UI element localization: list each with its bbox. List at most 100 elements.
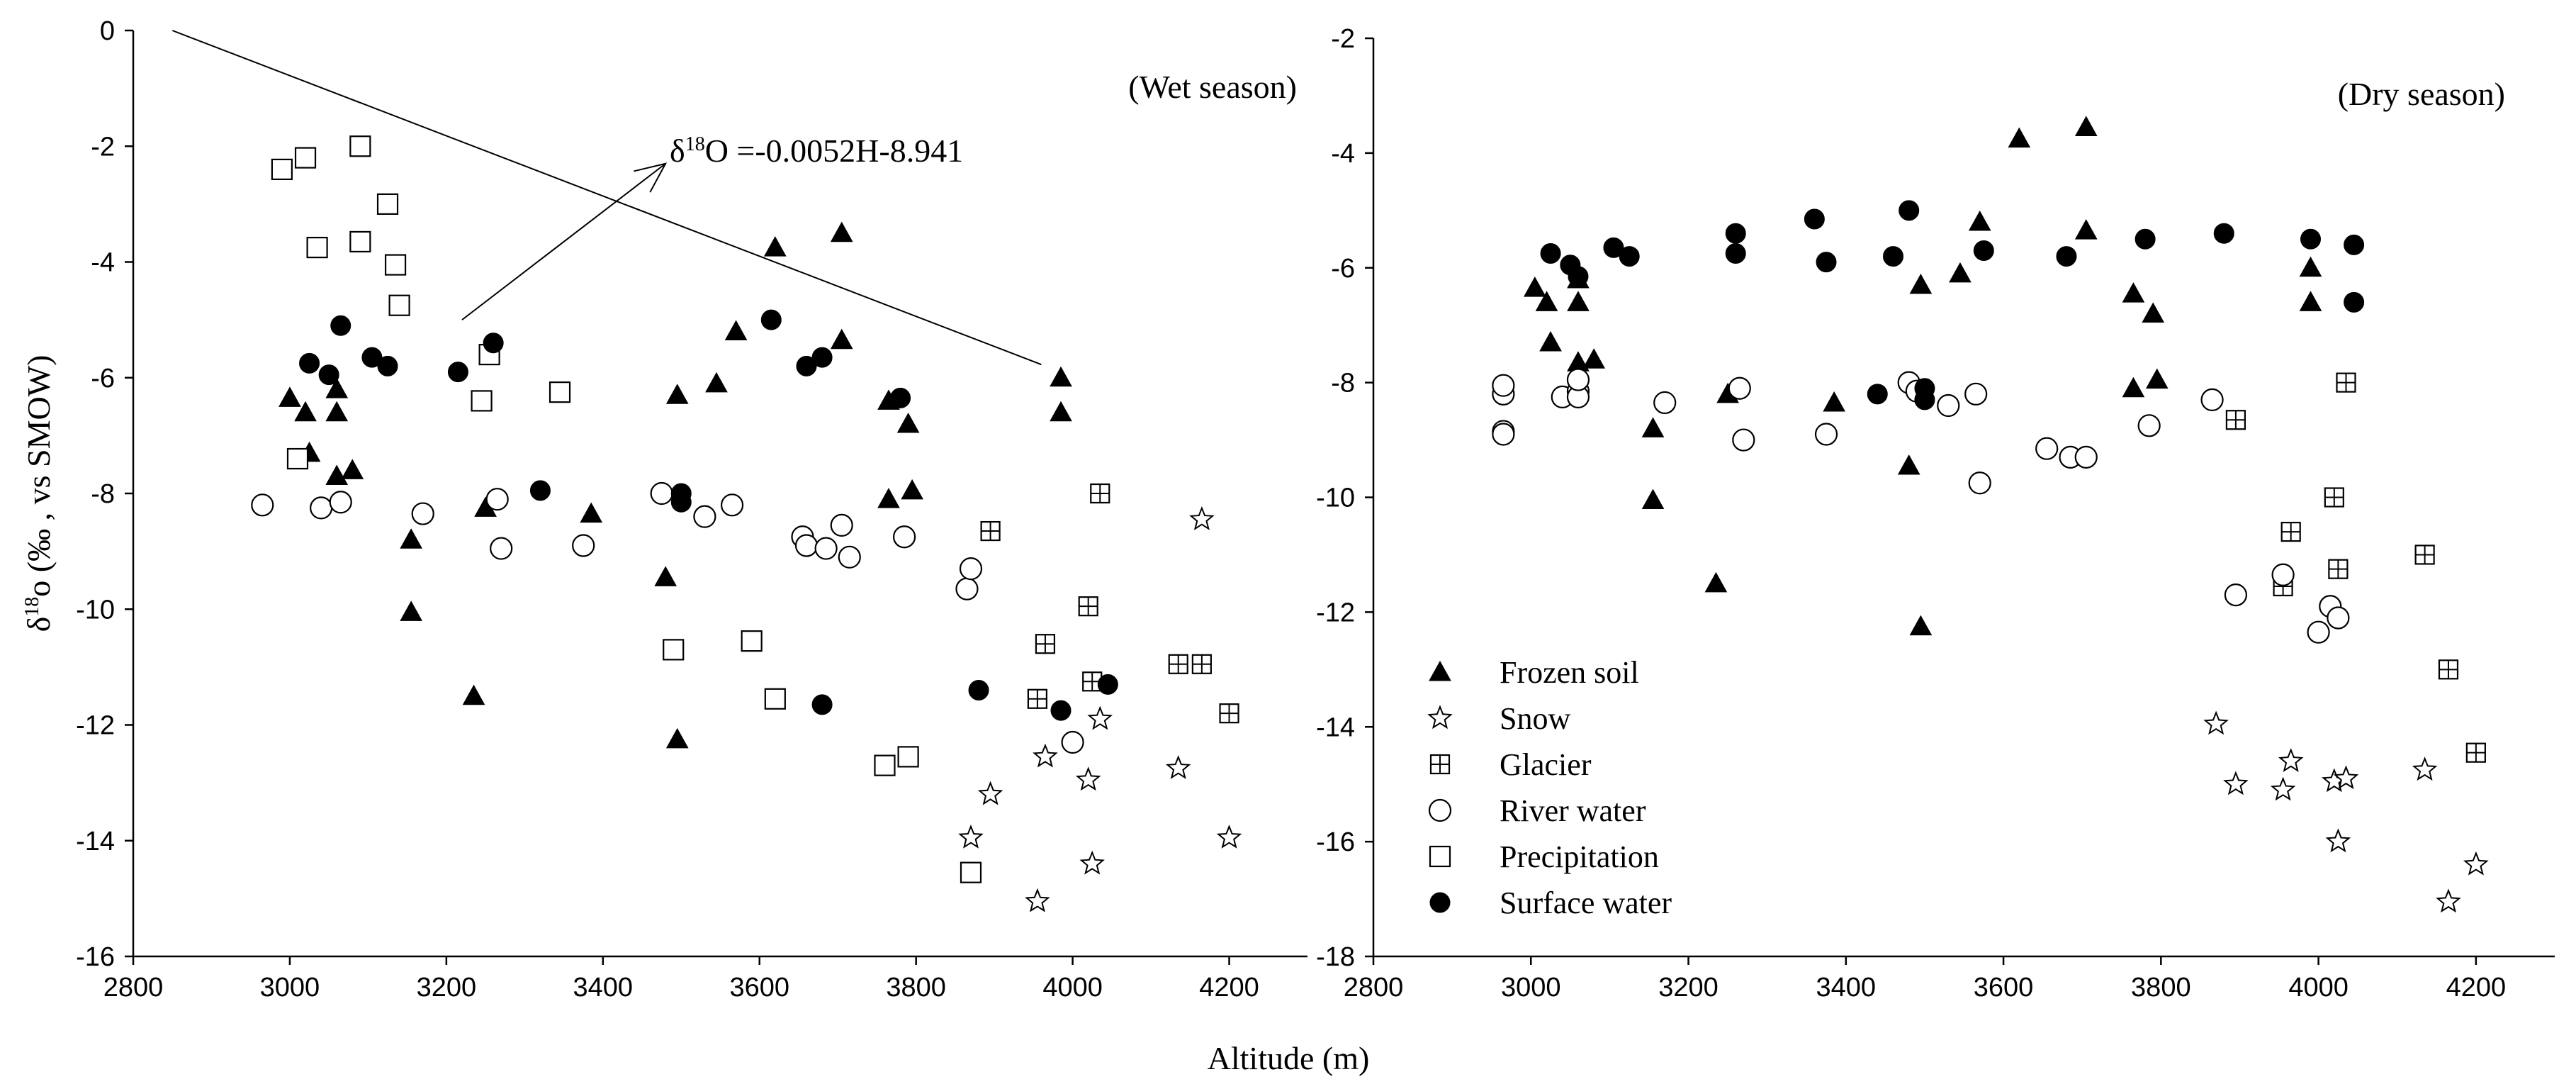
surface-water-point (811, 694, 833, 715)
snow-point (2325, 828, 2351, 853)
frozen-soil-point (830, 328, 853, 350)
glacier-point (1219, 703, 1239, 724)
x-tick-label: 3400 (1816, 973, 1877, 1003)
surface-water-point (1603, 237, 1624, 258)
snow-point (1075, 766, 1101, 791)
legend-glacier-label: Glacier (1500, 747, 1592, 782)
y-tick-label: -12 (76, 711, 115, 741)
river-water-point (794, 534, 819, 557)
snow-point (2223, 771, 2249, 795)
y-tick-label: -2 (1331, 24, 1355, 54)
x-tick-label: 3600 (1974, 973, 2034, 1003)
legend-frozen-soil-label: Frozen soil (1500, 655, 1639, 690)
frozen-soil-point (2122, 282, 2145, 303)
frozen-soil-point (1567, 291, 1590, 311)
glacier-point (1168, 654, 1188, 674)
surface-water-point (1973, 240, 1994, 261)
river-water-point (1732, 428, 1755, 452)
y-tick-label: -18 (1316, 942, 1355, 972)
frozen-soil-point (1823, 391, 1845, 412)
precipitation-point (549, 381, 571, 403)
frozen-soil-point (665, 727, 689, 749)
precipitation-point (376, 193, 399, 215)
regression-line-group (171, 30, 1042, 366)
frozen-soil-point (877, 488, 900, 508)
y-tick-label: 0 (100, 16, 115, 46)
river-water-point (485, 488, 509, 511)
surface-water-point (760, 309, 782, 330)
precipitation-point (471, 390, 493, 412)
surface-water-point (796, 355, 817, 376)
snow-point (2270, 776, 2296, 801)
dry-season-label: (Dry season) (2338, 76, 2505, 112)
surface-water-point (1816, 252, 1837, 273)
river-water-point (2307, 620, 2330, 644)
frozen-soil-point (1535, 291, 1558, 311)
arrow-shaft (461, 162, 666, 320)
surface-water-point (811, 347, 833, 368)
precipitation-point (897, 746, 919, 768)
frozen-soil-point (1582, 348, 1606, 369)
surface-water-point (447, 362, 468, 383)
surface-water-point (1867, 384, 1888, 405)
frozen-soil-point (1641, 417, 1665, 437)
frozen-soil-point (2122, 376, 2145, 398)
snow-point (1216, 824, 1242, 849)
precipitation-point (271, 158, 293, 180)
river-water-point (2271, 563, 2295, 586)
surface-water-point (1882, 246, 1903, 267)
frozen-soil-point (462, 684, 485, 705)
surface-water-point (1050, 700, 1072, 721)
snow-point (1087, 705, 1113, 730)
frozen-soil-point (400, 528, 423, 549)
river-water-point (1937, 393, 1960, 418)
river-water-point (1566, 368, 1590, 391)
x-tick-label: 2800 (1344, 973, 1404, 1003)
glacier-point (1035, 634, 1056, 654)
y-tick-label: -16 (1316, 827, 1355, 857)
x-tick-label: 3400 (573, 973, 634, 1003)
precipitation-point (306, 236, 328, 259)
river-water-point (1964, 382, 1988, 406)
river-water-point (2074, 445, 2098, 469)
left-y-axis-title: δ18o (‰ , vs SMOW) (21, 355, 57, 632)
legend-precipitation-marker (1429, 845, 1451, 868)
surface-water-point (1914, 389, 1935, 411)
surface-water-point (361, 347, 383, 368)
ylabel-delta: δ (21, 617, 57, 632)
y-tick-label: -10 (1316, 484, 1355, 513)
snow-point (2278, 748, 2304, 772)
glacier-point (1191, 654, 1212, 674)
frozen-soil-point (2299, 291, 2322, 311)
frozen-soil-point (896, 413, 920, 433)
legend-surface-water-marker (1429, 892, 1451, 913)
x-tick-label: 2800 (103, 973, 164, 1003)
x-tick-label: 3200 (1658, 973, 1719, 1003)
glacier-point (2438, 659, 2459, 680)
glacier-point (2324, 487, 2344, 508)
frozen-soil-point (2299, 256, 2322, 277)
frozen-soil-point (341, 459, 364, 479)
regression-equation: δ18O =-0.0052H-8.941 (670, 133, 963, 169)
glacier-point (2336, 372, 2356, 393)
wet-season-label: (Wet season) (1128, 69, 1297, 105)
river-water-point (251, 493, 274, 517)
equation-delta: δ (670, 133, 685, 169)
snow-point (1165, 754, 1191, 779)
river-water-point (2137, 414, 2161, 437)
equation-rest: O =-0.0052H-8.941 (705, 133, 964, 169)
glacier-point (1027, 688, 1047, 709)
y-tick-label: -14 (1316, 713, 1355, 742)
legend: Frozen soil Snow Glacier River water Precipi… (1427, 655, 1672, 920)
left-ticks: 2800 3000 3200 3400 3600 3800 4000 4200 0 -2 -4 -6 -… (76, 16, 1259, 1003)
river-water-point (572, 534, 595, 557)
frozen-soil-point (325, 401, 349, 422)
snow-point (1189, 506, 1215, 530)
frozen-soil-point (1050, 366, 1072, 387)
snow-point (1033, 743, 1058, 768)
ylabel-rest: o (‰ , vs SMOW) (21, 355, 57, 597)
frozen-soil-point (1050, 401, 1072, 422)
legend-river-water-marker (1428, 798, 1452, 822)
y-tick-label: -8 (1331, 369, 1355, 398)
y-tick-label: -2 (91, 132, 115, 162)
